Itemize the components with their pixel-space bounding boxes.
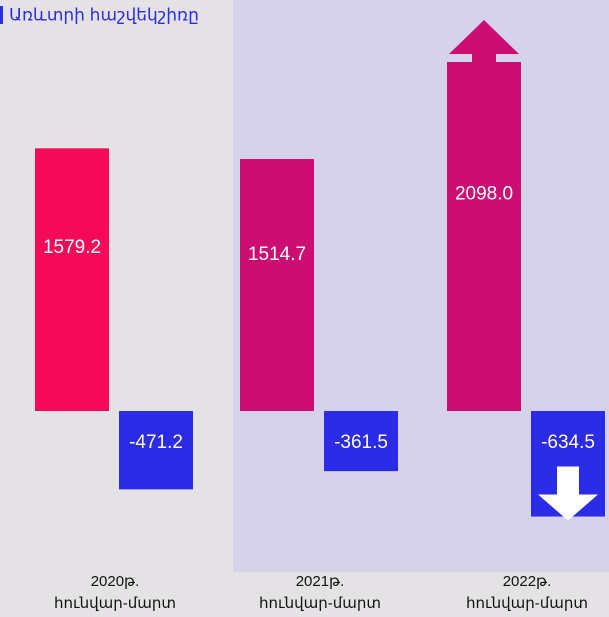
value-label: -361.5 — [334, 432, 388, 453]
up-arrow — [449, 20, 519, 66]
x-tick-label: 2022թ. — [503, 573, 552, 590]
x-tick-label: 2020թ. — [91, 573, 140, 590]
down-arrow — [538, 466, 598, 521]
value-label: -634.5 — [541, 432, 595, 453]
bar — [35, 148, 109, 411]
x-tick-label: հունվար-մարտ — [54, 595, 176, 612]
bar — [119, 411, 193, 490]
plot: 1579.2 -471.2 2020թ. հունվար-մարտ 1514.7 -361… — [35, 20, 605, 612]
value-label: 1514.7 — [248, 244, 306, 265]
bar — [240, 159, 314, 411]
bar — [447, 62, 521, 411]
bar — [324, 411, 398, 472]
value-label: 2098.0 — [455, 184, 513, 205]
x-tick-label: 2021թ. — [296, 573, 345, 590]
x-tick-label: հունվար-մարտ — [466, 595, 588, 612]
title-marker — [0, 6, 3, 24]
value-label: -471.2 — [129, 432, 183, 453]
x-tick-label: հունվար-մարտ — [259, 595, 381, 612]
value-label: 1579.2 — [43, 237, 101, 258]
chart-title: Առևտրի հաշվեկշիռը — [9, 5, 199, 24]
